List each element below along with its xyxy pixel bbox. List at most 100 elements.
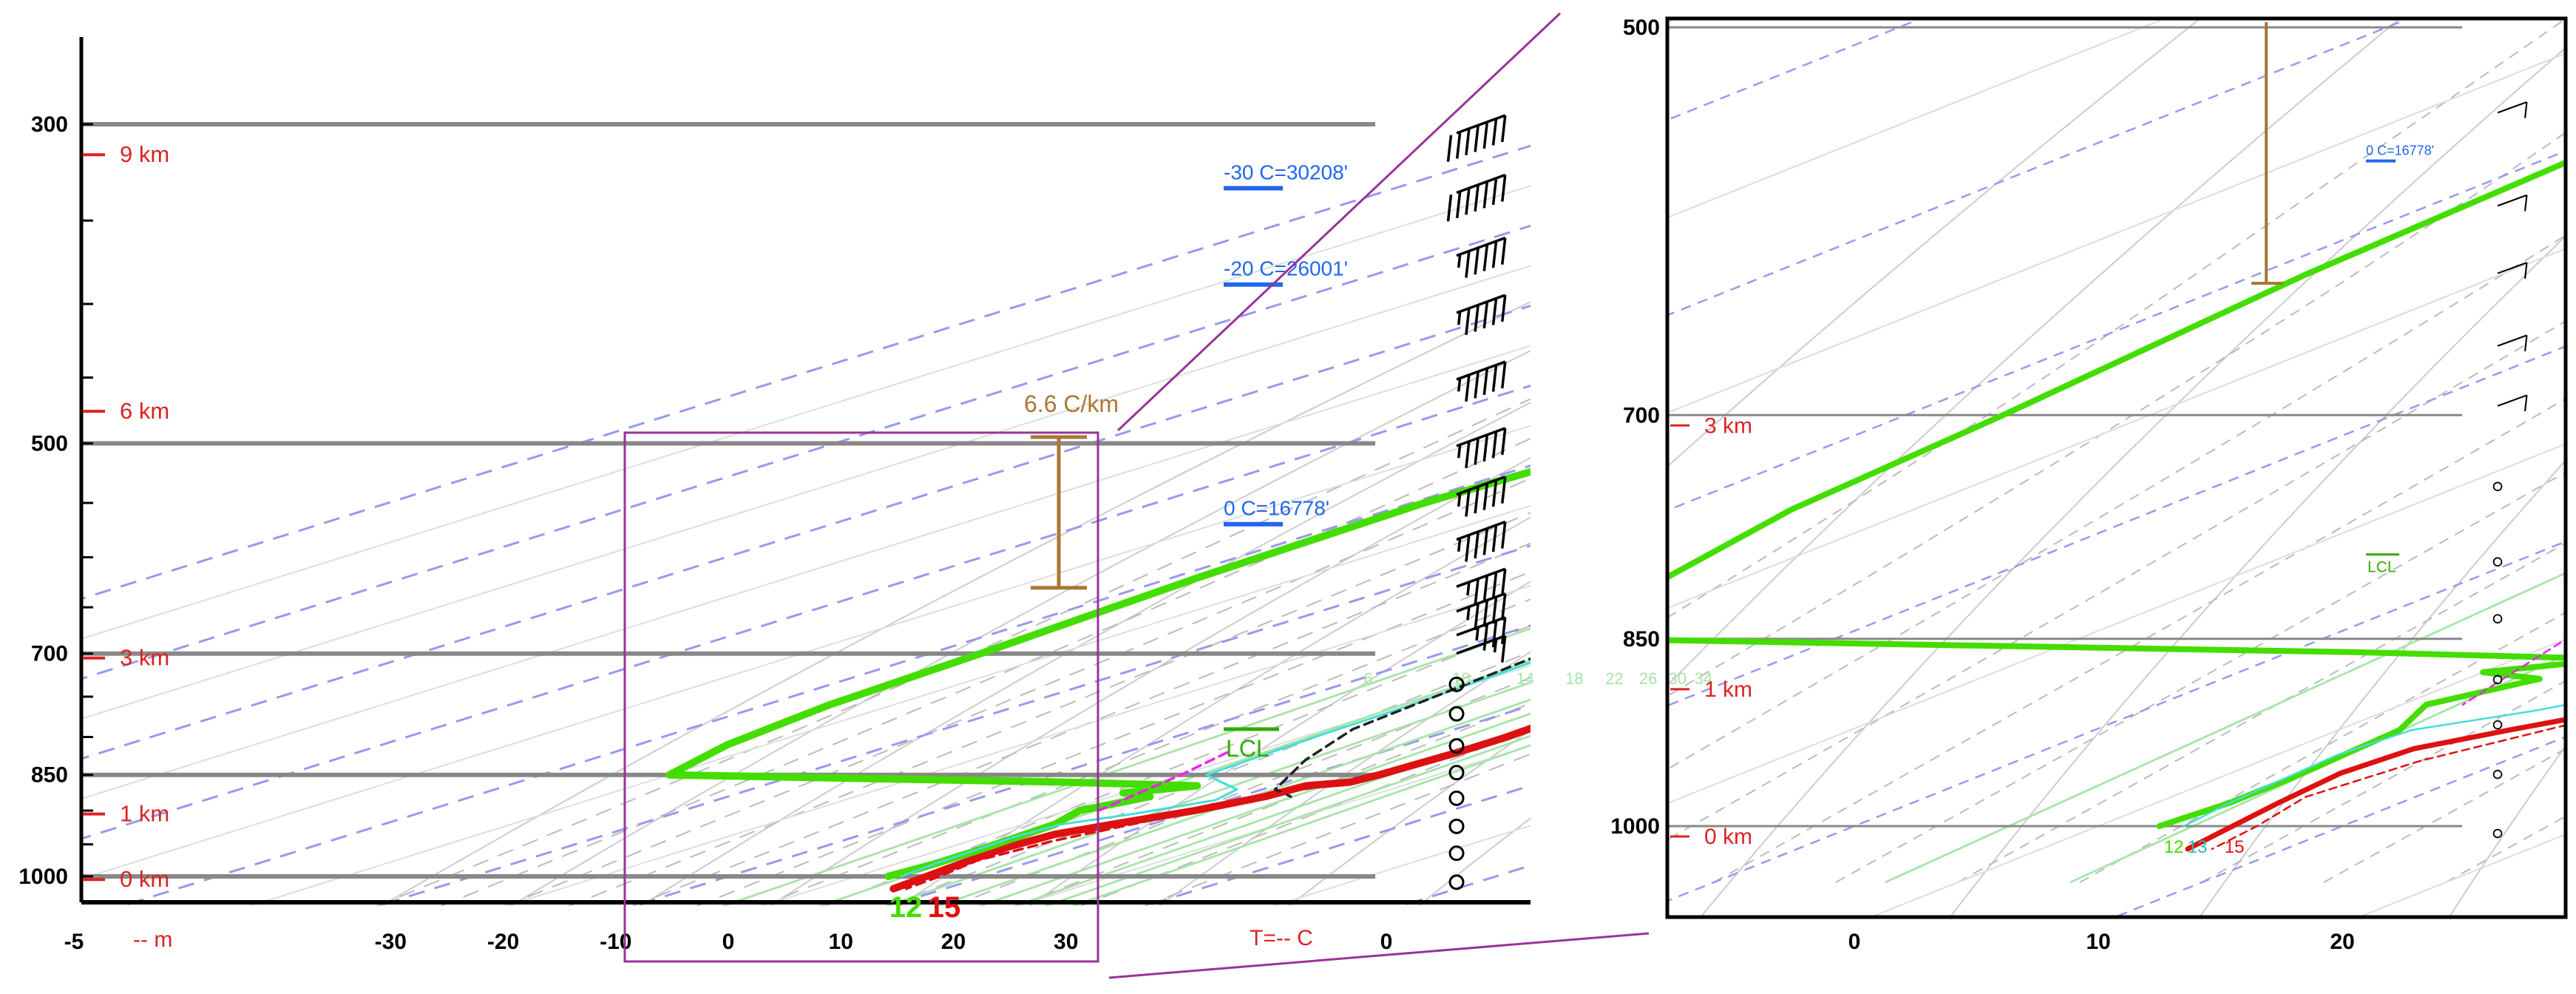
isotherm-height-label: 0 C=16778' (1224, 497, 1329, 520)
surface-temperature-label: 15 (928, 891, 961, 924)
barb-flag (1466, 129, 1469, 155)
barb-shaft (1457, 295, 1505, 313)
barb-flag (1502, 362, 1505, 388)
isotherm (1824, 0, 2576, 936)
barb-flag (1448, 135, 1451, 162)
barb-flag (1466, 375, 1469, 402)
temperature-tick-label: 20 (2330, 930, 2354, 954)
moist-adiabat (439, 0, 2576, 907)
lapse-rate-label: 6.6 C/km (1024, 390, 1119, 417)
wind-barb (2498, 195, 2526, 212)
wind-barbs-main (1448, 115, 1505, 889)
dry-adiabat (593, 0, 2576, 936)
barb-flag (1475, 248, 1478, 274)
calm-wind-circle (1450, 819, 1463, 833)
barb-flag (1494, 525, 1497, 552)
pressure-label: 850 (1623, 627, 1660, 652)
height-label: 9 km (120, 141, 169, 167)
temperature-tick-label: 10 (2086, 930, 2110, 954)
wind-barb (2498, 335, 2526, 351)
pressure-label: 850 (31, 763, 68, 788)
barb-flag (1475, 371, 1478, 398)
height-label: 0 km (120, 866, 169, 892)
barb-flag (1494, 178, 1497, 205)
barb-half-flag (1459, 254, 1460, 268)
height-label: 0 km (1704, 825, 1752, 849)
barb-half-flag (1459, 538, 1460, 552)
barb-flag (1484, 122, 1487, 149)
barb-flag (1484, 302, 1487, 328)
moist-adiabat (887, 0, 2576, 907)
moist-adiabat (567, 0, 2576, 907)
height-label: 3 km (120, 645, 169, 671)
wind-barb (1457, 238, 1505, 278)
dry-adiabat (330, 0, 2576, 936)
barb-flag (1484, 245, 1487, 271)
temperature-tick-label: 20 (941, 930, 966, 954)
dry-adiabat (1644, 0, 2576, 936)
barb-flag (1484, 435, 1487, 462)
barb-flag (1475, 125, 1478, 152)
barb-shaft (2498, 395, 2526, 405)
wind-axis-label: 0 (1380, 930, 1393, 954)
barb-shaft (1457, 522, 1505, 540)
barb-flag (1457, 132, 1460, 158)
lcl-label: LCL (2367, 559, 2396, 576)
moist-adiabat (1348, 0, 2576, 882)
height-label: 1 km (120, 801, 169, 827)
barb-half-flag (1495, 639, 1497, 652)
isotherm (1336, 0, 2576, 936)
barb-flag (2525, 395, 2526, 411)
surface-wetbulb-label: 13 (2188, 837, 2208, 857)
barb-flag (1466, 308, 1469, 335)
pressure-label: 500 (1623, 16, 1660, 40)
mixing-ratio-line (1885, 237, 2576, 882)
moist-adiabat (2202, 0, 2576, 882)
pressure-label: 1000 (1610, 814, 1660, 839)
pressure-label: 300 (31, 112, 68, 137)
barb-half-flag (1468, 606, 1469, 620)
wind-barb (1457, 636, 1505, 663)
isotherm (154, 0, 2576, 936)
barb-flag (1494, 572, 1497, 599)
height-label: 6 km (120, 398, 169, 424)
dry-adiabat (1685, 0, 2576, 936)
moist-adiabat (631, 0, 2576, 907)
isotherm (2068, 0, 2576, 936)
profile-dewpoint (669, 0, 2576, 876)
moist-adiabat (1714, 0, 2576, 882)
pressure-label: 700 (31, 642, 68, 666)
barb-half-flag (1459, 444, 1460, 458)
calm-wind-marker (2494, 482, 2502, 490)
barb-half-flag (1459, 311, 1460, 325)
isotherm-height-label: -20 C=26001' (1224, 257, 1348, 280)
wind-barb (1448, 175, 1505, 222)
barb-half-flag (1477, 627, 1478, 640)
barb-flag (1448, 195, 1451, 221)
temperature-tick-label: -30 (375, 930, 407, 954)
barb-flag (1484, 368, 1487, 395)
barb-flag (2525, 335, 2526, 351)
barb-flag (1502, 522, 1505, 549)
calm-wind-circle (2494, 830, 2502, 838)
calm-wind-marker (2494, 771, 2502, 779)
pressure-label: 700 (1623, 403, 1660, 427)
barb-shaft (1457, 175, 1505, 193)
mixing-ratio-label: 6 (1363, 669, 1372, 688)
temperature-tick-label: -5 (64, 930, 84, 954)
barb-flag (1502, 569, 1505, 595)
isotherm-height-label: -30 C=30208' (1224, 161, 1348, 184)
main-plot-area (0, 0, 2576, 936)
barb-half-flag (1468, 582, 1469, 595)
height-label: 3 km (1704, 413, 1752, 438)
mixing-ratio-label: 22 (1605, 669, 1623, 688)
temperature-tick-label: 10 (829, 930, 853, 954)
calm-wind-circle (1450, 791, 1463, 805)
isotherm (604, 0, 2576, 936)
moist-adiabat (2568, 0, 2576, 882)
dry-adiabat (1250, 0, 2576, 936)
calm-wind-circle (2494, 721, 2502, 729)
barb-shaft (2498, 335, 2526, 345)
wind-barb (2498, 395, 2526, 411)
